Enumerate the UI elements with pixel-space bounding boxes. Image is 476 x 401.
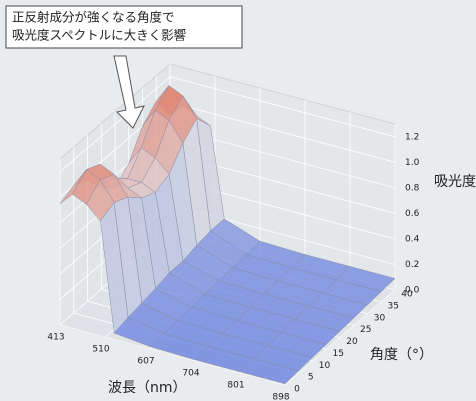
z-axis-label: 吸光度: [434, 174, 476, 190]
y-tick-label: 30: [374, 313, 386, 323]
y-tick-label: 20: [346, 337, 358, 347]
x-tick-label: 704: [182, 369, 199, 379]
x-tick-label: 898: [272, 393, 289, 401]
x-axis-label: 波長（nm）: [108, 380, 187, 396]
plot: [59, 85, 396, 385]
y-tick-label: 5: [308, 373, 314, 383]
y-tick-label: 40: [401, 290, 413, 300]
annotation-box: [5, 5, 243, 49]
grid-line: [59, 76, 171, 173]
y-tick-label: 25: [360, 325, 371, 335]
y-tick-label: 35: [388, 301, 399, 311]
grid-line: [169, 76, 396, 138]
x-tick-label: 607: [137, 357, 154, 367]
z-tick-label: 0.4: [405, 234, 420, 244]
grid-line: [59, 324, 286, 386]
z-tick-label: 0.2: [405, 260, 419, 270]
annotation-arrow: [113, 55, 145, 129]
y-tick-label: 15: [333, 349, 344, 359]
x-tick-label: 413: [47, 333, 64, 343]
y-tick-label: 0: [294, 385, 300, 395]
z-tick-label: 1.0: [405, 158, 420, 168]
z-tick-label: 0.0: [405, 286, 420, 296]
x-tick-label: 510: [92, 345, 109, 355]
z-tick-label: 0.6: [405, 209, 420, 219]
y-axis-label: 角度（°）: [370, 347, 433, 363]
y-tick-label: 10: [319, 361, 331, 371]
annotation-text: 正反射成分が強くなる角度で: [12, 10, 175, 25]
grid-line: [169, 101, 396, 163]
z-tick-label: 0.8: [405, 183, 420, 193]
x-tick-label: 801: [227, 381, 244, 391]
surface-cell: [239, 358, 300, 385]
annotation-text: 吸光度スペクトルに大きく影響: [12, 28, 186, 43]
z-tick-label: 1.2: [405, 132, 419, 142]
